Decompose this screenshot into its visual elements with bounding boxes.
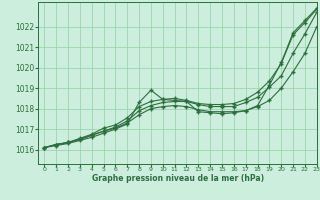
X-axis label: Graphe pression niveau de la mer (hPa): Graphe pression niveau de la mer (hPa) xyxy=(92,174,264,183)
